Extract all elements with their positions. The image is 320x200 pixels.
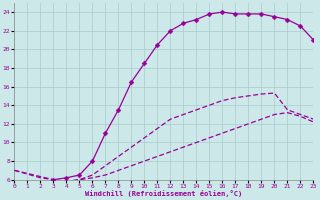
X-axis label: Windchill (Refroidissement éolien,°C): Windchill (Refroidissement éolien,°C) (85, 190, 243, 197)
